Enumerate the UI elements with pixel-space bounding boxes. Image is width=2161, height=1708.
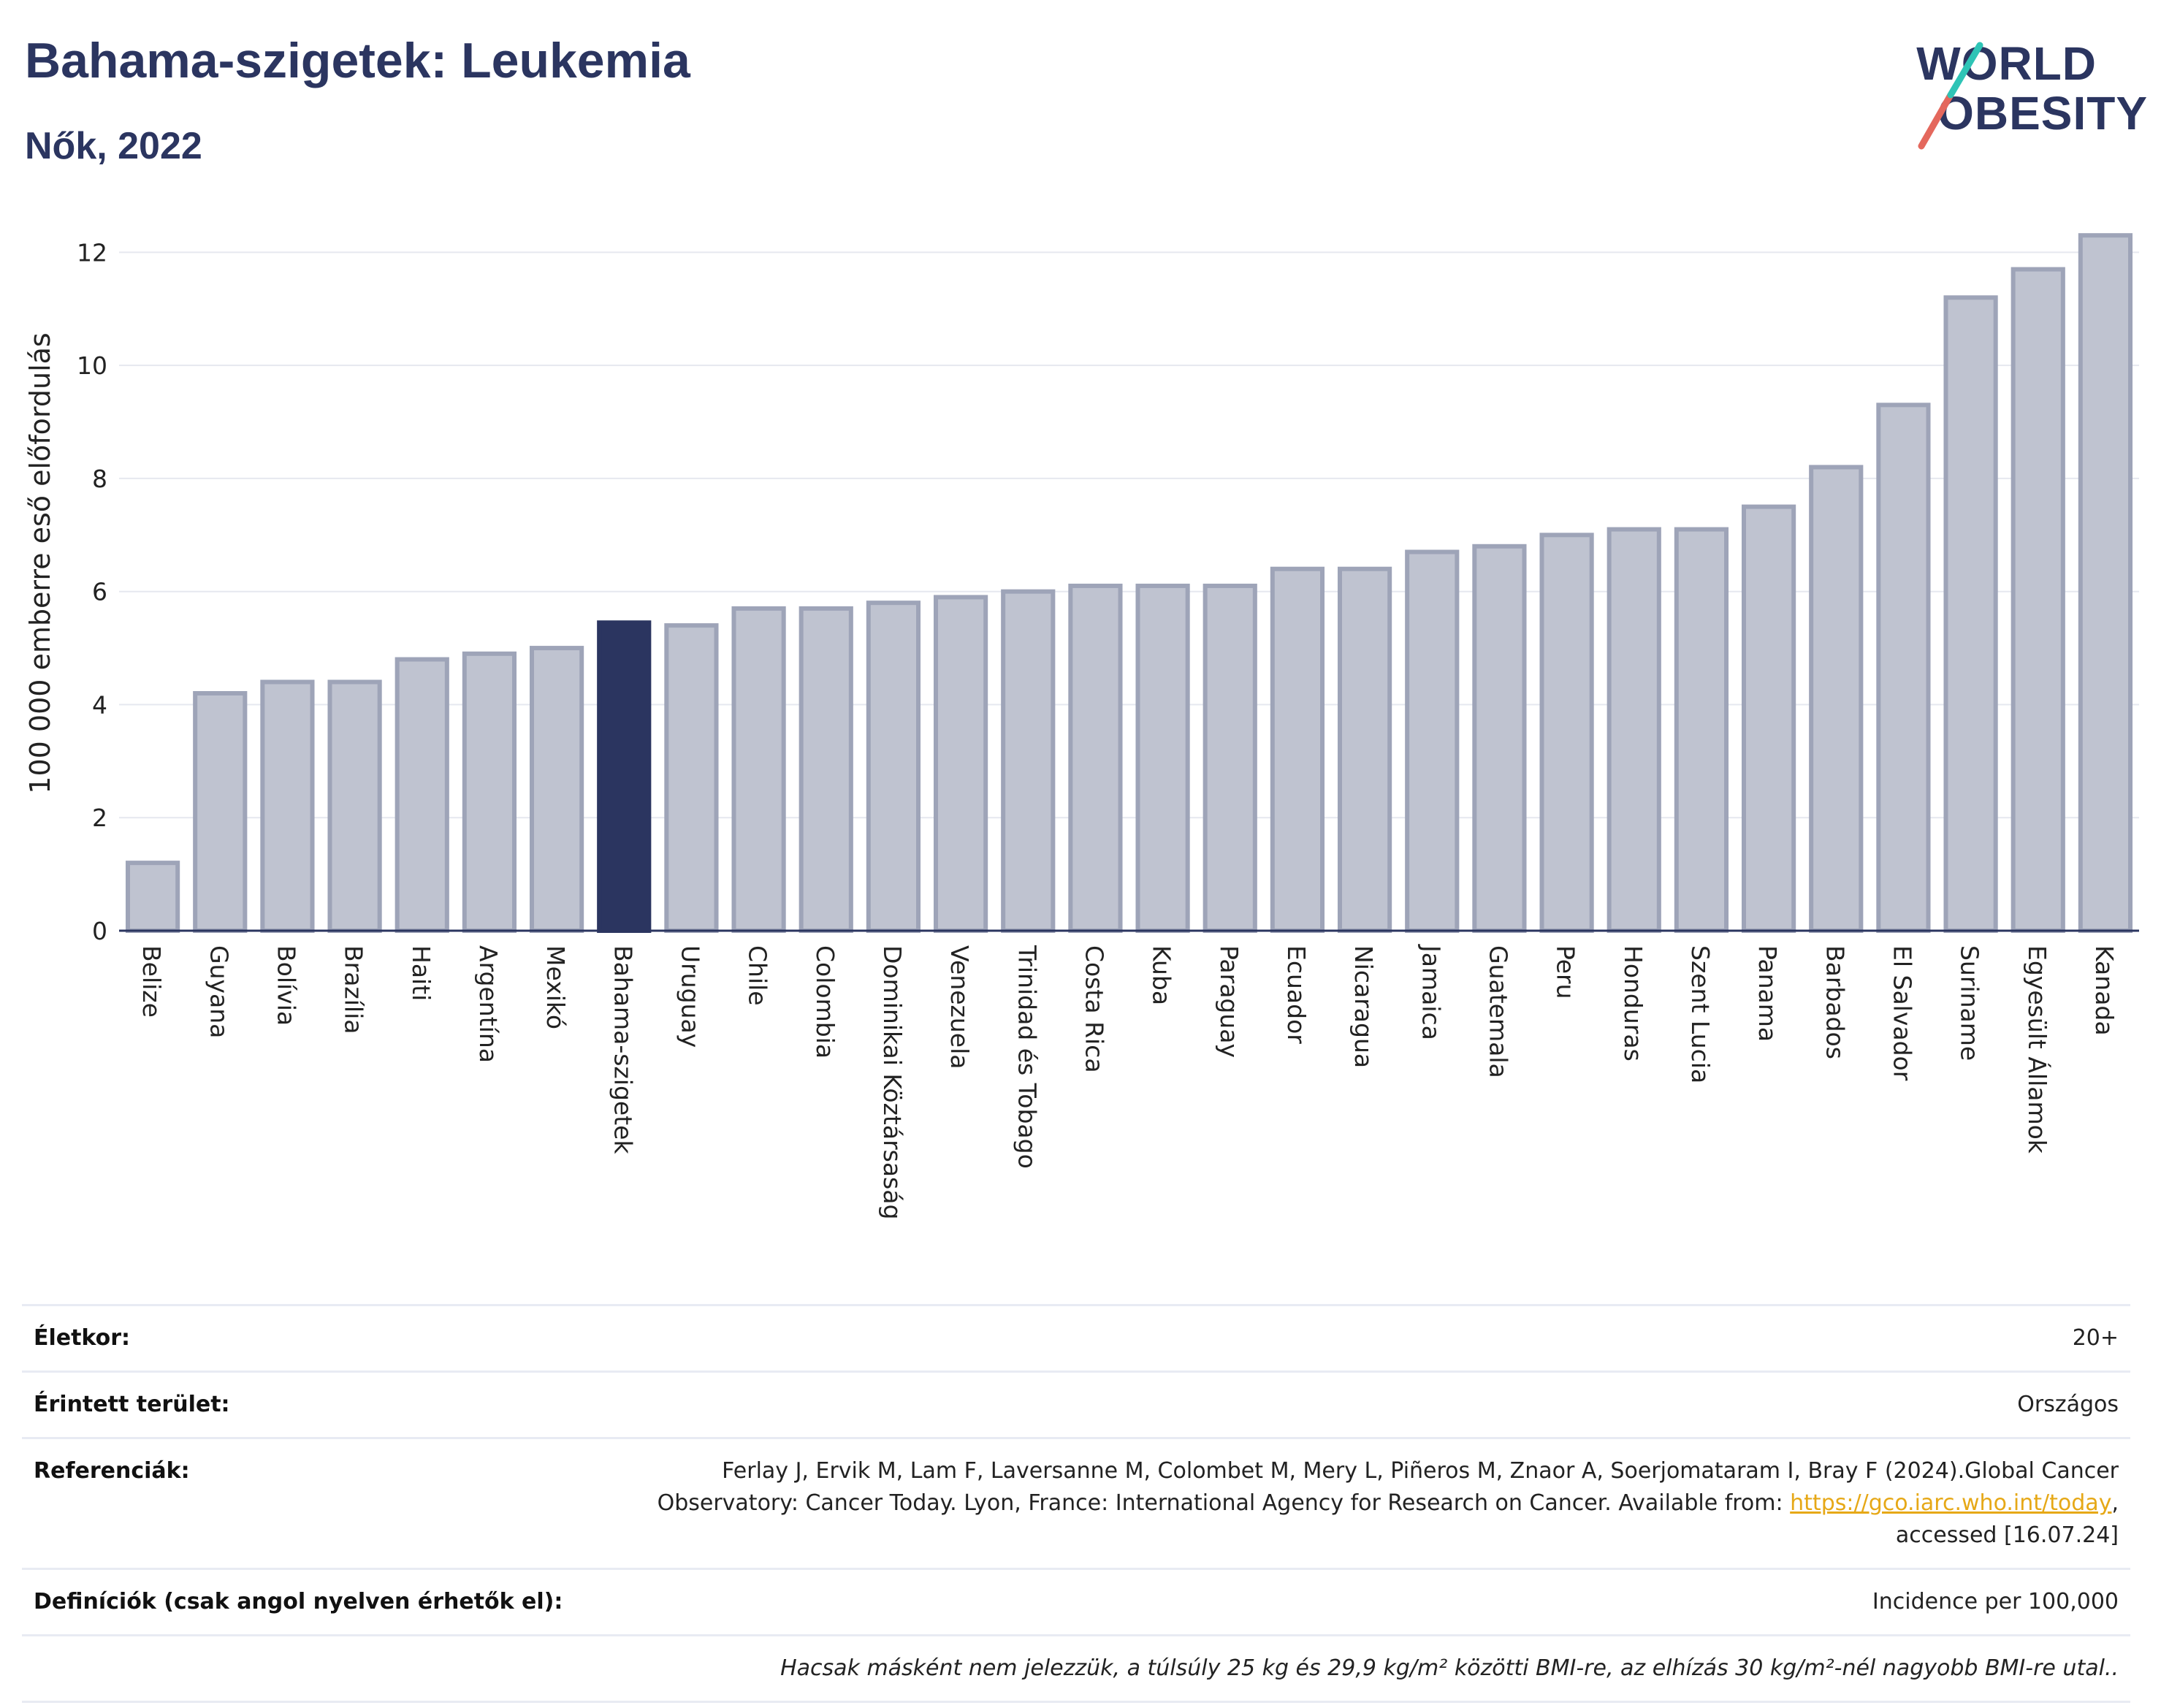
x-tick-label: Kanada <box>2090 945 2119 1036</box>
x-tick-label: Bolívia <box>272 945 300 1026</box>
bar <box>1472 544 1527 933</box>
definitions-label: Definíciók (csak angol nyelven érhetők e… <box>34 1589 563 1614</box>
bar <box>1405 549 1460 933</box>
x-tick-label: Paraguay <box>1215 945 1243 1058</box>
x-tick-label: Guatemala <box>1484 945 1512 1078</box>
bar <box>462 651 517 933</box>
info-row-note: Hacsak másként nem jelezzük, a túlsúly 2… <box>22 1634 2130 1703</box>
bar <box>1607 527 1661 934</box>
x-tick-label: Ecuador <box>1282 945 1311 1044</box>
area-value: Országos <box>2017 1392 2119 1417</box>
references-label: Referenciák: <box>34 1458 190 1484</box>
bar <box>1203 583 1257 933</box>
reference-text-2: Observatory: Cancer Today. Lyon, France:… <box>657 1490 1791 1516</box>
logo-slash-icon <box>1918 42 1983 150</box>
area-label: Érintett terület: <box>34 1392 230 1417</box>
info-table: Életkor: 20+ Érintett terület: Országos … <box>22 1304 2130 1703</box>
bar <box>327 679 382 933</box>
bar <box>1876 403 1931 934</box>
info-row-area: Érintett terület: Országos <box>22 1370 2130 1437</box>
x-tick-label: Nicaragua <box>1349 945 1378 1068</box>
x-tick-label: Honduras <box>1619 945 1647 1061</box>
bar <box>395 657 449 933</box>
y-axis-label: 100 000 emberre eső előfordulás <box>24 332 56 793</box>
x-tick-label: Guyana <box>205 945 233 1038</box>
y-tick-label: 10 <box>77 351 107 380</box>
bar <box>1068 583 1123 933</box>
bar <box>664 623 719 933</box>
info-row-definitions: Definíciók (csak angol nyelven érhetők e… <box>22 1568 2130 1634</box>
x-tick-label: Egyesült Államok <box>2023 945 2052 1154</box>
bar <box>597 620 652 933</box>
x-tick-label: Bahama-szigetek <box>609 945 637 1154</box>
logo-line-2: OBESITY <box>1937 87 2148 140</box>
bar <box>1943 295 1998 934</box>
bar-chart: 0 2 4 6 8 10 12 100 000 emberre eső előfordulás… <box>24 233 2139 1219</box>
x-tick-label: Panama <box>1753 945 1782 1042</box>
x-tick-label: Suriname <box>1956 945 1984 1061</box>
bar <box>1135 583 1190 933</box>
bar <box>529 646 584 933</box>
x-tick-label: Brazília <box>340 945 368 1034</box>
x-tick-label: Jamaica <box>1417 944 1445 1040</box>
x-tick-label: Venezuela <box>945 945 974 1069</box>
bar <box>260 679 315 933</box>
bar <box>866 601 921 934</box>
reference-text-3: , <box>2111 1490 2119 1516</box>
bar <box>1809 465 1864 933</box>
y-tick-label: 6 <box>92 578 107 606</box>
x-tick-label: Szent Lucia <box>1686 945 1715 1083</box>
x-tick-label: Colombia <box>811 945 839 1059</box>
info-row-references: Referenciák: Ferlay J, Ervik M, Lam F, L… <box>22 1437 2130 1568</box>
bar <box>125 861 180 934</box>
reference-text-4: accessed [16.07.24] <box>1895 1522 2119 1548</box>
x-tick-label: Costa Rica <box>1080 945 1108 1073</box>
bar <box>1674 527 1729 934</box>
bar <box>933 595 988 934</box>
bar <box>1270 566 1325 933</box>
x-tick-label: El Salvador <box>1888 945 1916 1081</box>
bar <box>2078 233 2133 933</box>
bar <box>1001 589 1056 933</box>
x-tick-label: Barbados <box>1821 945 1849 1059</box>
footnote: Hacsak másként nem jelezzük, a túlsúly 2… <box>780 1655 2119 1681</box>
x-tick-label: Mexikó <box>541 945 570 1029</box>
bar <box>1337 566 1392 933</box>
reference-link[interactable]: https://gco.iarc.who.int/today <box>1790 1490 2112 1516</box>
x-tick-label: Peru <box>1552 945 1580 999</box>
references-value: Ferlay J, Ervik M, Lam F, Laversanne M, … <box>658 1455 2119 1552</box>
chart-title: Bahama-szigetek: Leukemia <box>25 33 690 88</box>
bar <box>799 606 853 934</box>
x-tick-label: Haiti <box>407 945 435 1001</box>
bar <box>193 690 248 933</box>
y-tick-label: 4 <box>92 690 107 719</box>
y-tick-label: 0 <box>92 917 107 945</box>
y-tick-label: 12 <box>77 238 107 267</box>
x-tick-label: Argentína <box>474 945 503 1063</box>
logo-line-1: WORLD <box>1916 37 2097 90</box>
x-tick-label: Belize <box>137 945 166 1018</box>
definitions-value: Incidence per 100,000 <box>1872 1589 2119 1614</box>
x-tick-label: Uruguay <box>676 945 704 1048</box>
info-row-age: Életkor: 20+ <box>22 1304 2130 1370</box>
y-tick-label: 2 <box>92 804 107 832</box>
bar <box>1741 504 1796 934</box>
bar <box>731 606 786 934</box>
bar <box>1539 533 1594 933</box>
y-tick-label: 8 <box>92 465 107 493</box>
bar <box>2011 267 2065 934</box>
chart-subtitle: Nők, 2022 <box>25 125 202 167</box>
x-tick-label: Chile <box>744 945 772 1006</box>
age-label: Életkor: <box>34 1325 131 1351</box>
x-tick-label: Kuba <box>1148 945 1176 1005</box>
x-tick-label: Trinidad és Tobago <box>1013 945 1041 1169</box>
reference-text-1: Ferlay J, Ervik M, Lam F, Laversanne M, … <box>722 1458 2119 1484</box>
age-value: 20+ <box>2072 1325 2119 1351</box>
x-tick-label: Dominikai Köztársaság <box>878 945 907 1219</box>
world-obesity-logo: WORLD OBESITY <box>1899 22 2148 153</box>
